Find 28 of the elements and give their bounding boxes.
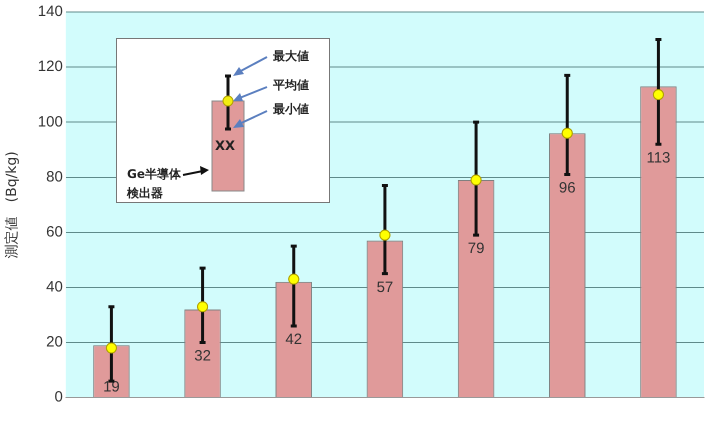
data-label: 113 xyxy=(646,149,670,166)
annotation: XX xyxy=(215,138,236,156)
y-tick-label: 80 xyxy=(46,168,63,186)
point xyxy=(379,230,390,241)
y-tick-label: 40 xyxy=(46,278,63,296)
data-label: 96 xyxy=(558,180,576,197)
y-tick-label: 20 xyxy=(46,334,63,351)
point xyxy=(562,128,573,139)
data-label: 42 xyxy=(285,331,302,348)
data-label: 57 xyxy=(376,278,394,296)
point xyxy=(470,174,482,186)
point xyxy=(106,342,117,354)
y-tick-label: 0 xyxy=(54,388,63,406)
data-label: 79 xyxy=(468,240,484,258)
y-tick-label: 140 xyxy=(38,3,63,20)
annotation: 平均値 xyxy=(273,77,309,94)
y-tick-label: 60 xyxy=(46,223,63,240)
point xyxy=(652,89,664,100)
point xyxy=(197,301,208,312)
y-axis-title: 測定値 (Bq/kg) xyxy=(4,151,20,258)
data-label: 32 xyxy=(194,348,211,365)
point xyxy=(288,274,300,285)
annotation: 最小値 xyxy=(273,101,309,118)
annotation: Ge半導体検出器 xyxy=(127,166,182,202)
y-tick-label: 100 xyxy=(38,113,63,130)
y-tick-label: 120 xyxy=(38,58,63,76)
data-label: 19 xyxy=(103,378,120,396)
annotation: 最大値 xyxy=(273,48,309,65)
